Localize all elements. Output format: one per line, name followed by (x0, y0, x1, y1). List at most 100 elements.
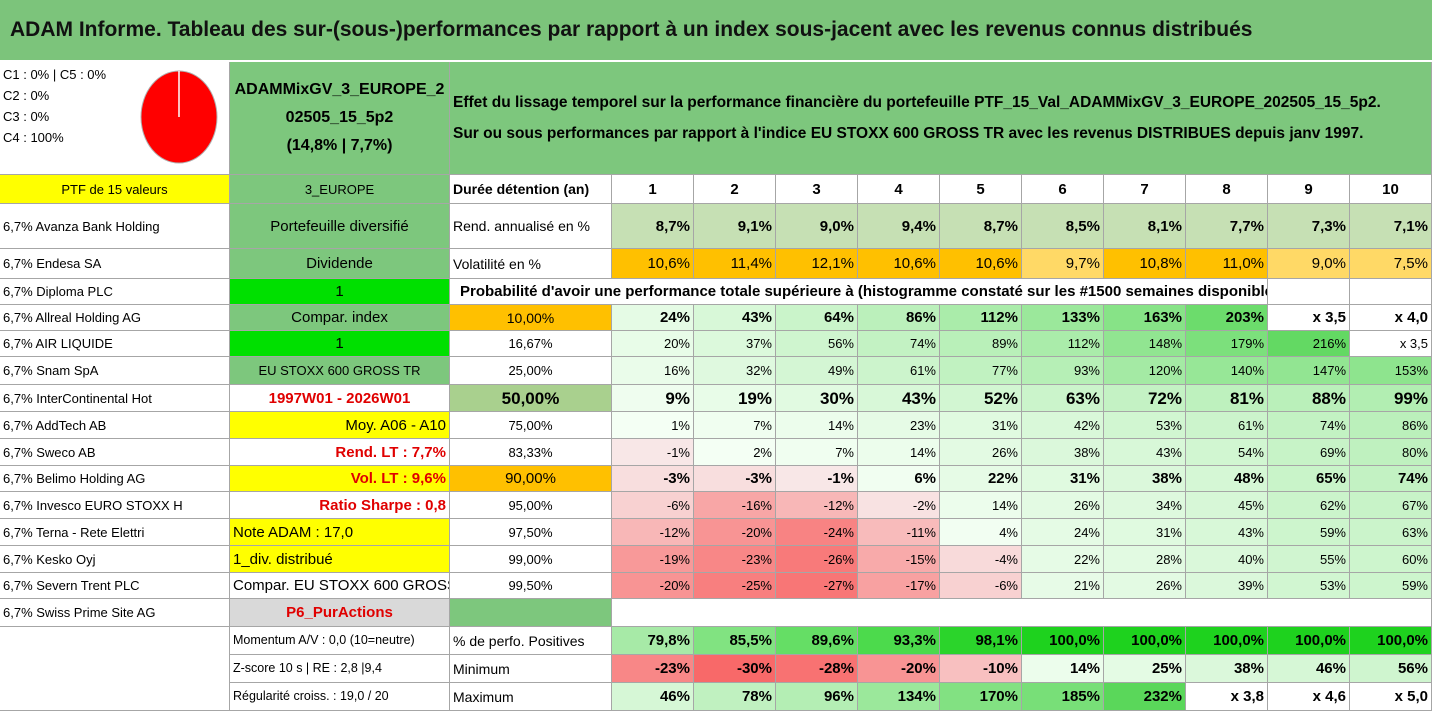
probability-value: 112% (940, 305, 1022, 331)
summary-value: x 3,8 (1186, 683, 1268, 711)
probability-value: 23% (858, 412, 940, 439)
info-cell: 1 (230, 279, 450, 305)
vol-value: 11,0% (1186, 249, 1268, 279)
probability-value: 39% (1186, 573, 1268, 599)
stats-label: Régularité croiss. : 19,0 / 20 (230, 683, 450, 711)
portfolio-name-box: ADAMMixGV_3_EUROPE_2 02505_15_5p2 (14,8% |… (230, 62, 450, 175)
summary-value: x 4,6 (1268, 683, 1350, 711)
vol-value: 10,6% (940, 249, 1022, 279)
summary-value: 100,0% (1104, 627, 1186, 655)
info-cell: Portefeuille diversifié (230, 204, 450, 249)
summary-value: x 5,0 (1350, 683, 1432, 711)
probability-value: 59% (1350, 573, 1432, 599)
stats-label: Z-score 10 s | RE : 2,8 |9,4 (230, 655, 450, 683)
summary-value: 25% (1104, 655, 1186, 683)
probability-value: 69% (1268, 439, 1350, 466)
empty-cell (0, 627, 230, 711)
probability-value: -20% (612, 573, 694, 599)
summary-value: 100,0% (1186, 627, 1268, 655)
summary-label: Minimum (450, 655, 612, 683)
probability-value: x 3,5 (1268, 305, 1350, 331)
probability-value: 26% (1104, 573, 1186, 599)
probability-value: 49% (776, 357, 858, 385)
probability-value: 74% (858, 331, 940, 357)
description-line: Sur ou sous performances par rapport à l… (453, 125, 1364, 142)
summary-value: 38% (1186, 655, 1268, 683)
summary-value: 100,0% (1350, 627, 1432, 655)
summary-value: 185% (1022, 683, 1104, 711)
probability-value: 34% (1104, 492, 1186, 519)
summary-value: 14% (1022, 655, 1104, 683)
probability-value: 63% (1022, 385, 1104, 412)
year-header: 2 (694, 175, 776, 204)
portfolio-name-line: 02505_15_5p2 (285, 109, 394, 126)
probability-value: 67% (1350, 492, 1432, 519)
probability-level: 83,33% (450, 439, 612, 466)
probability-value: 53% (1104, 412, 1186, 439)
probability-value: 89% (940, 331, 1022, 357)
year-header: 8 (1186, 175, 1268, 204)
year-header: 3 (776, 175, 858, 204)
probability-value: 203% (1186, 305, 1268, 331)
allocation-pie-chart (140, 70, 218, 164)
probability-value: 163% (1104, 305, 1186, 331)
probability-value: -19% (612, 546, 694, 573)
summary-label: Maximum (450, 683, 612, 711)
holding-name: 6,7% Swiss Prime Site AG (0, 599, 230, 627)
probability-value: 99% (1350, 385, 1432, 412)
probability-value: 53% (1268, 573, 1350, 599)
summary-value: -28% (776, 655, 858, 683)
info-cell: P6_PurActions (230, 599, 450, 627)
probability-value: 9% (612, 385, 694, 412)
description-line: Effet du lissage temporel sur la perform… (453, 93, 1381, 111)
probability-value: -26% (776, 546, 858, 573)
probability-level: 75,00% (450, 412, 612, 439)
probability-value: 14% (858, 439, 940, 466)
holding-name: 6,7% AddTech AB (0, 412, 230, 439)
rend-value: 8,1% (1104, 204, 1186, 249)
summary-value: 46% (612, 683, 694, 711)
probability-value: 93% (1022, 357, 1104, 385)
probability-value: 81% (1186, 385, 1268, 412)
probability-value: 7% (694, 412, 776, 439)
probability-value: 21% (1022, 573, 1104, 599)
info-cell: Compar. EU STOXX 600 GROSS TR (230, 573, 450, 599)
probability-value: 216% (1268, 331, 1350, 357)
probability-value: -6% (940, 573, 1022, 599)
probability-value: 120% (1104, 357, 1186, 385)
summary-value: 93,3% (858, 627, 940, 655)
probability-value: 112% (1022, 331, 1104, 357)
probability-value: 56% (776, 331, 858, 357)
probability-value: -2% (858, 492, 940, 519)
year-header: 1 (612, 175, 694, 204)
probability-value: 14% (940, 492, 1022, 519)
rend-value: 7,3% (1268, 204, 1350, 249)
probability-value: -1% (776, 466, 858, 492)
rend-value: 8,7% (612, 204, 694, 249)
probability-value: 38% (1104, 466, 1186, 492)
summary-value: 100,0% (1022, 627, 1104, 655)
probability-value: 43% (1104, 439, 1186, 466)
info-cell: Rend. LT : 7,7% (230, 439, 450, 466)
pie-legend-item: C2 : 0% (3, 88, 50, 103)
summary-value: 134% (858, 683, 940, 711)
probability-value: 43% (694, 305, 776, 331)
probability-value: 4% (940, 519, 1022, 546)
pie-legend-item: C3 : 0% (3, 109, 50, 124)
probability-value: 74% (1350, 466, 1432, 492)
rend-value: 8,5% (1022, 204, 1104, 249)
info-cell: 1997W01 - 2026W01 (230, 385, 450, 412)
year-header: 5 (940, 175, 1022, 204)
probability-value: 40% (1186, 546, 1268, 573)
probability-value: -4% (940, 546, 1022, 573)
probability-value: 19% (694, 385, 776, 412)
summary-value: 170% (940, 683, 1022, 711)
probability-value: 24% (1022, 519, 1104, 546)
vol-value: 9,7% (1022, 249, 1104, 279)
probability-value: 77% (940, 357, 1022, 385)
probability-value: -27% (776, 573, 858, 599)
rend-value: 9,4% (858, 204, 940, 249)
probability-value: 62% (1268, 492, 1350, 519)
probability-value: x 4,0 (1350, 305, 1432, 331)
green-block (450, 599, 612, 627)
